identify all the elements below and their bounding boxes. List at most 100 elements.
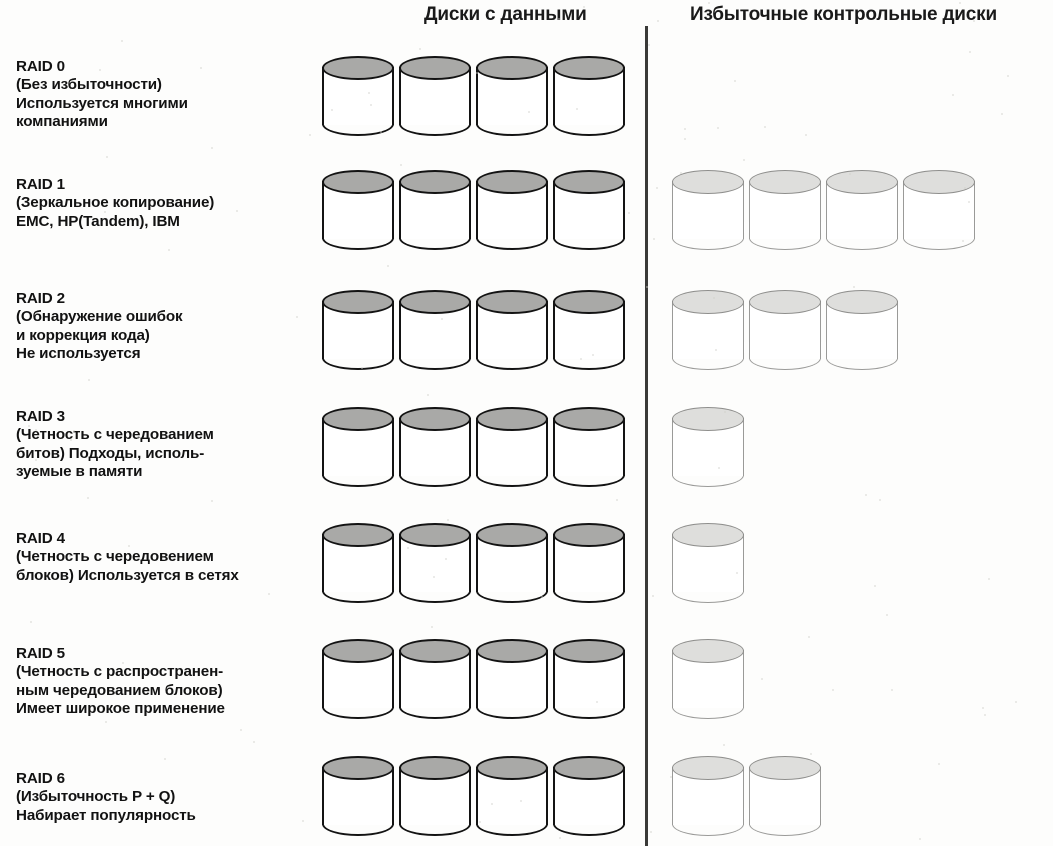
raid-description-line: (Без избыточности) xyxy=(16,76,162,94)
data-disk-icon xyxy=(398,756,472,836)
raid-label-raid-3: RAID 3 (Четность с чередованием битов) Под… xyxy=(16,408,316,482)
scan-speck xyxy=(576,108,578,110)
disk-top-ellipse xyxy=(322,407,394,431)
raid-label-raid-2: RAID 2 (Обнаружение ошибок и коррекция код… xyxy=(16,290,316,364)
disk-top-ellipse xyxy=(399,756,471,780)
raid-description-line: EMC, HP(Tandem), IBM xyxy=(16,212,180,230)
scan-speck xyxy=(959,2,961,4)
scan-speck xyxy=(657,20,659,22)
scan-speck xyxy=(476,72,478,74)
column-divider xyxy=(645,26,648,846)
disk-top-ellipse xyxy=(476,523,548,547)
scan-speck xyxy=(99,69,101,71)
scan-speck xyxy=(268,593,270,595)
disk-row-raid-2 xyxy=(0,282,1053,378)
scan-speck xyxy=(718,467,720,469)
scan-speck xyxy=(427,394,429,396)
scan-speck xyxy=(400,164,402,166)
disk-top-ellipse xyxy=(672,290,744,314)
data-disk-icon xyxy=(552,56,626,136)
scan-speck xyxy=(723,744,725,746)
scan-speck xyxy=(853,286,855,288)
raid-description-line: и коррекция кода) xyxy=(16,326,150,344)
scan-speck xyxy=(713,297,715,299)
scan-speck xyxy=(520,800,522,802)
scan-speck xyxy=(715,349,717,351)
data-disk-icon xyxy=(552,290,626,370)
data-disk-icon xyxy=(475,639,549,719)
data-disk-icon xyxy=(475,56,549,136)
disk-top-ellipse xyxy=(749,290,821,314)
raid-description-line: компаниями xyxy=(16,113,108,131)
scan-speck xyxy=(69,555,71,557)
scan-speck xyxy=(236,210,238,212)
disk-top-ellipse xyxy=(476,407,548,431)
raid-title: RAID 1 xyxy=(16,176,65,193)
scan-speck xyxy=(810,753,812,755)
disk-top-ellipse xyxy=(672,407,744,431)
scan-speck xyxy=(433,576,435,578)
scan-speck xyxy=(583,6,585,8)
disk-top-ellipse xyxy=(553,639,625,663)
scan-speck xyxy=(724,411,726,413)
scan-speck xyxy=(211,147,213,149)
scan-speck xyxy=(137,437,139,439)
disk-top-ellipse xyxy=(672,756,744,780)
scan-speck xyxy=(309,134,311,136)
scan-speck xyxy=(874,585,876,587)
scan-speck xyxy=(684,128,686,130)
scan-speck xyxy=(302,820,304,822)
disk-top-ellipse xyxy=(399,170,471,194)
scan-speck xyxy=(656,187,658,189)
raid-description-line: (Избыточность P + Q) xyxy=(16,788,176,806)
raid-description-line: (Зеркальное копирование) xyxy=(16,194,215,212)
disk-top-ellipse xyxy=(476,756,548,780)
scan-speck xyxy=(764,126,766,128)
check-disk-icon xyxy=(671,407,745,487)
check-disk-icon xyxy=(748,170,822,250)
scan-speck xyxy=(168,249,170,251)
scan-speck xyxy=(106,156,108,158)
scan-speck xyxy=(491,803,493,805)
disk-top-ellipse xyxy=(399,407,471,431)
raid-description-line: (Четность с чередованием xyxy=(16,426,214,444)
scan-speck xyxy=(419,48,421,50)
scan-speck xyxy=(596,701,598,703)
data-disk-icon xyxy=(552,407,626,487)
disk-top-ellipse xyxy=(749,170,821,194)
scan-speck xyxy=(407,547,409,549)
data-disk-icon xyxy=(398,523,472,603)
scan-speck xyxy=(580,358,582,360)
raid-description-line: (Четность с чередовением xyxy=(16,548,214,566)
disk-top-ellipse xyxy=(322,756,394,780)
disk-row-raid-5 xyxy=(0,631,1053,727)
raid-label-raid-5: RAID 5 (Четность с распространен-ным чере… xyxy=(16,645,316,719)
scan-speck xyxy=(60,62,62,64)
disk-top-ellipse xyxy=(553,523,625,547)
scan-speck xyxy=(670,776,672,778)
data-disk-icon xyxy=(475,170,549,250)
scan-speck xyxy=(28,425,30,427)
disk-top-ellipse xyxy=(672,523,744,547)
data-disk-icon xyxy=(321,756,395,836)
scan-speck xyxy=(73,430,75,432)
raid-description-line: ным чередованием блоков) xyxy=(16,681,223,699)
scan-speck xyxy=(479,821,481,823)
scan-speck xyxy=(128,545,130,547)
data-disk-icon xyxy=(398,170,472,250)
disk-top-ellipse xyxy=(322,639,394,663)
scan-speck xyxy=(717,127,719,129)
data-disk-icon xyxy=(321,170,395,250)
raid-description-line: (Обнаружение ошибок xyxy=(16,308,183,326)
check-disk-icon xyxy=(748,290,822,370)
data-disk-icon xyxy=(321,523,395,603)
data-disk-icon xyxy=(398,56,472,136)
raid-description-line: зуемые в памяти xyxy=(16,463,143,481)
raid-title: RAID 6 xyxy=(16,770,65,787)
scan-speck xyxy=(35,429,37,431)
raid-title: RAID 2 xyxy=(16,290,65,307)
disk-top-ellipse xyxy=(553,407,625,431)
raid-description-line: Набирает популярность xyxy=(16,806,196,824)
scan-speck xyxy=(973,20,975,22)
